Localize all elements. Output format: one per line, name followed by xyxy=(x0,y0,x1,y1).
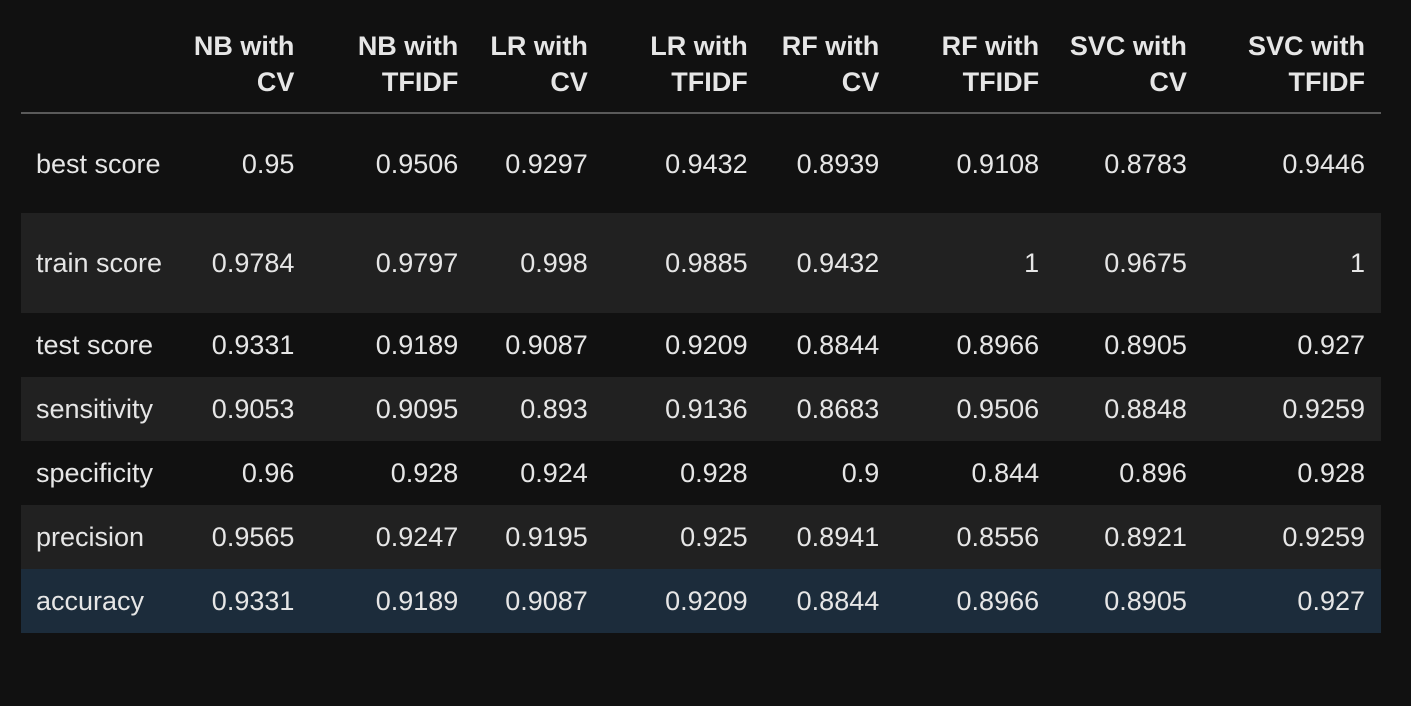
table-cell: 0.928 xyxy=(680,458,748,488)
table-cell: 0.998 xyxy=(520,248,588,278)
table-cell: 0.9189 xyxy=(375,330,459,360)
column-header: LR with CV xyxy=(474,28,604,114)
column-header: RF with CV xyxy=(763,28,896,114)
row-label: test score xyxy=(36,330,154,360)
table-body: best score 0.95 0.9506 0.9297 0.9432 0.8… xyxy=(21,113,1381,633)
table-cell: 0.8783 xyxy=(1104,148,1187,179)
table-cell: 0.9 xyxy=(841,458,880,488)
table-row: specificity 0.96 0.928 0.924 0.928 0.9 0… xyxy=(21,441,1381,505)
table-cell: 0.9885 xyxy=(665,248,748,278)
row-label: sensitivity xyxy=(36,394,154,424)
table-cell: 0.8966 xyxy=(956,586,1040,616)
table-cell: 1 xyxy=(1024,248,1040,278)
column-header: RF with TFIDF xyxy=(895,28,1056,114)
table-cell: 0.9432 xyxy=(796,248,880,278)
table-cell: 0.9247 xyxy=(375,522,459,552)
table-cell: 0.9053 xyxy=(211,394,295,424)
table-cell: 0.8921 xyxy=(1104,522,1187,552)
table-cell: 0.9209 xyxy=(665,330,748,360)
table-cell: 0.9095 xyxy=(375,394,459,424)
table-cell: 0.9331 xyxy=(211,330,295,360)
table-cell: 0.9432 xyxy=(665,148,748,179)
table-cell: 0.928 xyxy=(390,458,459,488)
table-row: precision 0.9565 0.9247 0.9195 0.925 0.8… xyxy=(21,505,1381,569)
header-row: NB with CV NB with TFIDF LR with CV LR w… xyxy=(21,28,1381,114)
table-cell: 0.9209 xyxy=(665,586,748,616)
table-row: test score 0.9331 0.9189 0.9087 0.9209 0… xyxy=(21,313,1381,377)
table-cell: 0.95 xyxy=(241,148,295,179)
table-cell: 0.896 xyxy=(1119,458,1187,488)
table-row-hovered: accuracy 0.9331 0.9189 0.9087 0.9209 0.8… xyxy=(21,569,1381,633)
table-cell: 0.9446 xyxy=(1282,148,1365,179)
table-cell: 0.9108 xyxy=(956,148,1040,179)
table-cell: 0.893 xyxy=(520,394,588,424)
row-label: train score xyxy=(36,248,163,278)
table-cell: 0.8683 xyxy=(796,394,880,424)
dataframe-output: NB with CV NB with TFIDF LR with CV LR w… xyxy=(21,28,1381,633)
table-cell: 0.9331 xyxy=(211,586,295,616)
column-header: SVC with TFIDF xyxy=(1202,28,1381,114)
table-cell: 0.9189 xyxy=(375,586,459,616)
row-label: best score xyxy=(36,148,161,179)
table-cell: 0.9297 xyxy=(505,148,588,179)
table-cell: 0.8905 xyxy=(1104,586,1187,616)
column-header: SVC with CV xyxy=(1055,28,1203,114)
table-row: train score 0.9784 0.9797 0.998 0.9885 0… xyxy=(21,213,1381,313)
table-cell: 0.8556 xyxy=(956,522,1040,552)
table-cell: 0.8905 xyxy=(1104,330,1187,360)
column-header: LR with TFIDF xyxy=(603,28,764,114)
table-cell: 0.8844 xyxy=(796,330,880,360)
table-cell: 0.9259 xyxy=(1282,394,1365,424)
row-label: accuracy xyxy=(36,586,145,616)
table-cell: 0.9675 xyxy=(1104,248,1187,278)
table-cell: 0.8941 xyxy=(796,522,880,552)
table-cell: 0.9506 xyxy=(956,394,1040,424)
table-cell: 0.9087 xyxy=(505,330,588,360)
table-cell: 0.9784 xyxy=(211,248,295,278)
table-header: NB with CV NB with TFIDF LR with CV LR w… xyxy=(21,28,1381,114)
table-cell: 0.96 xyxy=(241,458,295,488)
table-cell: 0.927 xyxy=(1297,586,1365,616)
table-cell: 0.9195 xyxy=(505,522,588,552)
index-header xyxy=(21,28,189,114)
table-row: sensitivity 0.9053 0.9095 0.893 0.9136 0… xyxy=(21,377,1381,441)
table-cell: 0.927 xyxy=(1297,330,1365,360)
table-cell: 0.928 xyxy=(1297,458,1365,488)
table-row: best score 0.95 0.9506 0.9297 0.9432 0.8… xyxy=(21,113,1381,213)
row-label: specificity xyxy=(36,458,154,488)
table-cell: 0.925 xyxy=(680,522,748,552)
table-cell: 0.8966 xyxy=(956,330,1040,360)
table-cell: 0.9565 xyxy=(211,522,295,552)
table-cell: 0.9797 xyxy=(375,248,459,278)
table-cell: 0.9259 xyxy=(1282,522,1365,552)
table-cell: 0.844 xyxy=(971,458,1040,488)
table-cell: 1 xyxy=(1349,248,1365,278)
table-cell: 0.924 xyxy=(520,458,588,488)
table-cell: 0.9136 xyxy=(665,394,748,424)
table-cell: 0.9506 xyxy=(375,148,459,179)
column-header: NB with TFIDF xyxy=(310,28,475,114)
table-cell: 0.8848 xyxy=(1104,394,1187,424)
table-cell: 0.8939 xyxy=(796,148,880,179)
table-cell: 0.9087 xyxy=(505,586,588,616)
column-header: NB with CV xyxy=(188,28,311,114)
table-cell: 0.8844 xyxy=(796,586,880,616)
row-label: precision xyxy=(36,522,145,552)
metrics-table: NB with CV NB with TFIDF LR with CV LR w… xyxy=(21,28,1381,633)
